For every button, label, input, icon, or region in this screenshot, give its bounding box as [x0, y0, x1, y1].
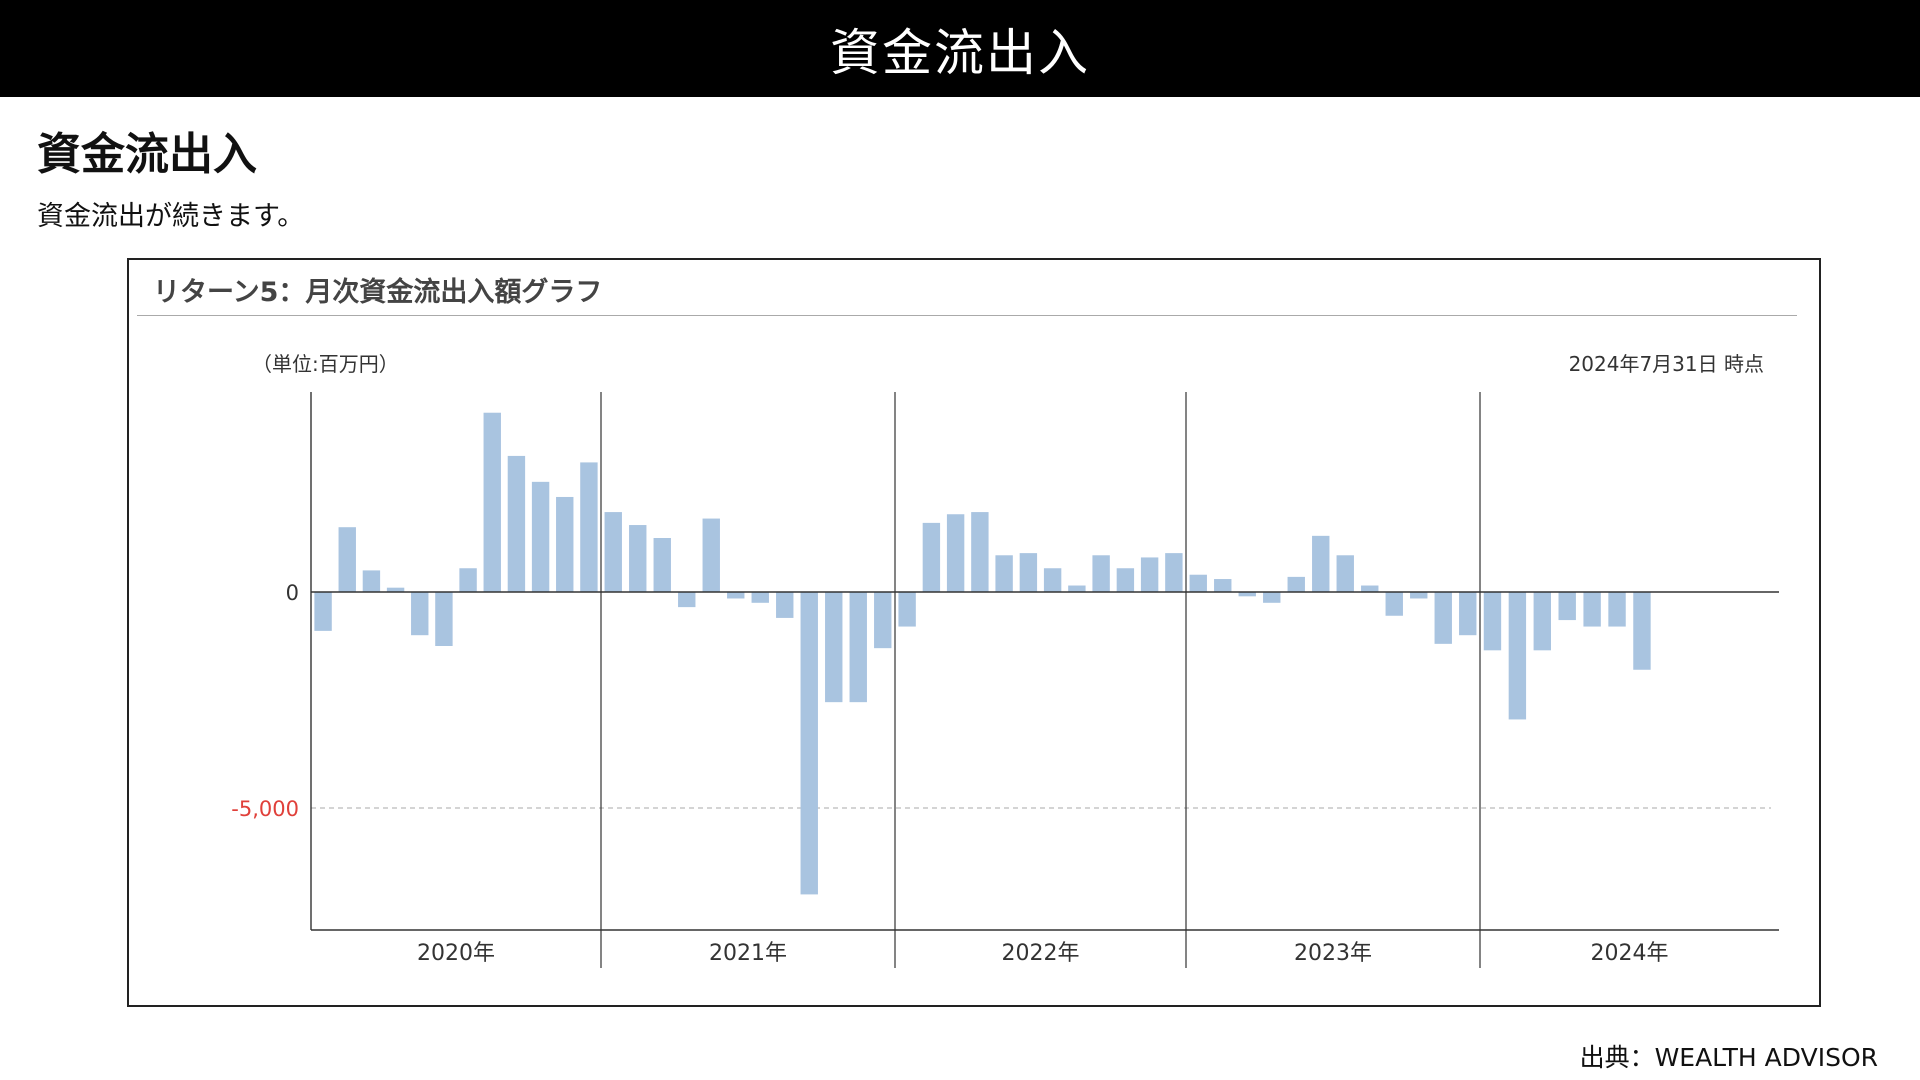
- bar-24: [874, 592, 892, 649]
- bar-9: [507, 455, 526, 592]
- bar-14: [629, 525, 647, 592]
- labels-layer: （単位:百万円） 2024年7月31日 時点 0 -5,000 2020年 2021年 20…: [231, 352, 1764, 966]
- chart-panel-divider: [137, 315, 1797, 316]
- bar-25: [898, 592, 916, 627]
- bar-15: [653, 538, 671, 592]
- bar-29: [995, 555, 1013, 592]
- bar-6: [435, 592, 453, 646]
- bar-39: [1238, 592, 1256, 597]
- x-tick-label-2021年: 2021年: [709, 941, 787, 966]
- bar-40: [1263, 592, 1281, 603]
- bar-53: [1583, 592, 1601, 627]
- top-banner: 資金流出入: [0, 0, 1920, 97]
- bar-55: [1633, 592, 1651, 670]
- bar-32: [1068, 585, 1086, 592]
- bar-20: [776, 592, 794, 618]
- bar-1: [314, 592, 332, 631]
- bar-50: [1508, 592, 1527, 720]
- bar-22: [825, 592, 843, 703]
- bar-41: [1287, 576, 1305, 592]
- bar-49: [1483, 592, 1502, 651]
- banner-title: 資金流出入: [830, 23, 1090, 82]
- as-of-label: 2024年7月31日 時点: [1569, 352, 1764, 376]
- chart-panel: リターン5：月次資金流出入額グラフ （単位:百万円） 2024年7月31日 時点 0…: [127, 258, 1821, 1007]
- bars-layer: [314, 412, 1651, 895]
- bar-31: [1043, 568, 1062, 592]
- bar-16: [678, 592, 696, 608]
- source-note: 出典：WEALTH ADVISOR: [1579, 1043, 1878, 1072]
- bar-52: [1558, 592, 1576, 621]
- bar-47: [1434, 592, 1452, 644]
- page-subtitle: 資金流出が続きます。: [37, 201, 305, 232]
- bar-7: [459, 568, 477, 592]
- bar-38: [1214, 579, 1232, 592]
- bar-37: [1189, 574, 1207, 592]
- bar-3: [362, 570, 381, 592]
- bar-4: [386, 587, 405, 592]
- x-tick-label-2024年: 2024年: [1591, 941, 1669, 966]
- bar-18: [727, 592, 745, 599]
- unit-label: （単位:百万円）: [252, 352, 399, 376]
- chart-panel-title: リターン5：月次資金流出入額グラフ: [153, 277, 603, 308]
- bar-44: [1361, 585, 1379, 592]
- page-heading: 資金流出入: [37, 129, 257, 180]
- x-tick-label-2022年: 2022年: [1002, 941, 1080, 966]
- bar-54: [1608, 592, 1626, 627]
- bar-2: [338, 527, 356, 592]
- x-tick-label-2020年: 2020年: [417, 941, 495, 966]
- bar-35: [1140, 557, 1159, 592]
- bar-48: [1459, 592, 1477, 636]
- bar-12: [580, 462, 598, 592]
- bar-28: [971, 512, 989, 592]
- bar-46: [1410, 592, 1428, 599]
- y-tick-label-1: -5,000: [231, 797, 299, 821]
- y-tick-label-0: 0: [286, 581, 299, 605]
- bar-10: [531, 481, 550, 592]
- monthly-flow-chart: （単位:百万円） 2024年7月31日 時点 0 -5,000 2020年 2021年 20…: [231, 352, 1779, 968]
- bar-8: [483, 412, 501, 592]
- bar-19: [751, 592, 769, 603]
- bar-36: [1165, 553, 1183, 592]
- bar-11: [556, 496, 574, 592]
- bar-27: [946, 514, 965, 592]
- bar-30: [1019, 553, 1038, 592]
- bar-26: [922, 522, 941, 592]
- bar-34: [1116, 568, 1135, 592]
- axis-layer: [310, 392, 1779, 968]
- bar-33: [1092, 555, 1110, 592]
- bar-42: [1312, 535, 1330, 592]
- bar-51: [1533, 592, 1551, 651]
- bar-13: [604, 512, 622, 592]
- x-tick-label-2023年: 2023年: [1294, 941, 1372, 966]
- bar-5: [411, 592, 429, 636]
- bar-17: [702, 518, 720, 592]
- bar-23: [849, 592, 867, 703]
- bar-21: [800, 592, 818, 895]
- bar-45: [1385, 592, 1403, 616]
- bar-43: [1336, 555, 1354, 592]
